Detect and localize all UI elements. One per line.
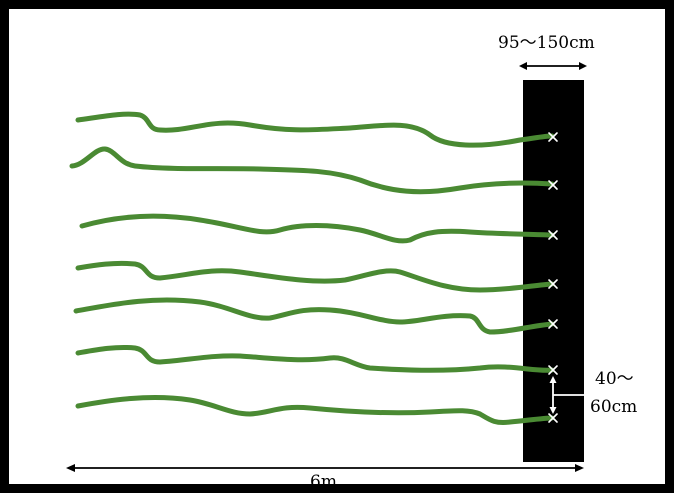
vine-row-5	[73, 297, 555, 335]
plant-marker-6	[548, 365, 558, 375]
row-spacing-label-line2: 60cm	[590, 397, 638, 417]
length-arrow	[66, 464, 584, 472]
row-spacing-label-line1: 40～	[595, 369, 634, 389]
bed-width-arrow	[519, 62, 587, 70]
vine-row-4	[75, 260, 555, 293]
row-spacing-arrow	[549, 376, 590, 414]
vine-row-2	[69, 146, 555, 195]
plant-marker-7	[548, 413, 558, 423]
plant-marker-2	[548, 180, 558, 190]
plant-marker-3	[548, 230, 558, 240]
vine-row-6	[75, 345, 555, 373]
bed-width-label: 95～150cm	[498, 33, 595, 53]
vine-row-1	[75, 111, 555, 148]
plant-marker-1	[548, 132, 558, 142]
vine-row-3	[79, 213, 555, 244]
length-label: 6m	[310, 472, 337, 492]
vine-row-7	[75, 395, 555, 425]
plant-marker-5	[548, 319, 558, 329]
plant-marker-4	[548, 279, 558, 289]
